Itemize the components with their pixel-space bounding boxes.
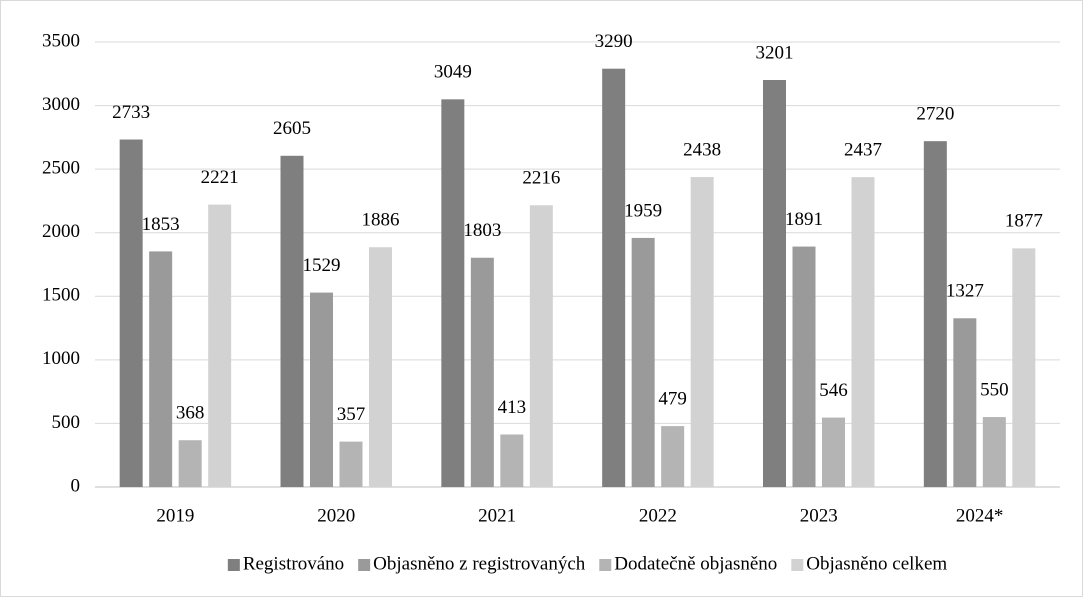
legend-label: Objasněno celkem [806,553,947,574]
y-tick-label: 2000 [42,221,80,242]
data-label: 2437 [844,140,882,161]
bar [953,318,977,487]
bar [149,251,173,487]
bar [690,177,714,488]
bar [631,237,655,487]
bar [661,426,685,487]
x-tick-label: 2020 [317,505,355,526]
bar [851,177,875,487]
bar [280,155,304,488]
bar [178,440,202,487]
data-label: 1327 [946,281,984,302]
legend-label: Registrováno [243,553,344,574]
data-label: 1959 [624,200,662,221]
y-tick-label: 3500 [42,30,80,51]
legend-swatch [358,559,371,571]
legend-swatch [227,559,240,571]
legend-label: Objasněno z registrovaných [373,553,586,574]
y-tick-label: 1500 [42,285,80,306]
data-label: 3201 [756,42,794,63]
bar [441,99,465,487]
bar [923,141,947,487]
y-tick-label: 2500 [42,158,80,179]
data-label: 2720 [916,104,954,125]
bar [792,246,816,487]
bar [310,292,333,487]
bar [119,139,143,488]
data-label: 1529 [303,255,341,276]
bar [369,247,392,487]
x-tick-label: 2021 [478,505,516,526]
bar [602,68,626,487]
y-tick-label: 0 [71,475,81,496]
bar [529,205,553,487]
x-tick-label: 2022 [639,505,677,526]
bar [500,434,524,487]
data-label: 2733 [112,102,150,123]
data-label: 2605 [273,118,311,139]
x-tick-label: 2019 [156,505,194,526]
data-label: 550 [980,379,1009,400]
y-tick-label: 1000 [42,348,80,369]
data-label: 1886 [362,210,400,231]
data-label: 479 [658,388,687,409]
legend-swatch [599,559,612,571]
x-tick-label: 2023 [800,505,838,526]
legend-label: Dodatečně objasněno [614,553,777,574]
y-tick-label: 3000 [42,94,80,115]
bar [470,257,494,487]
data-label: 2438 [683,139,721,160]
y-tick-label: 500 [52,412,81,433]
data-label: 413 [498,397,527,418]
bar [339,441,363,487]
data-label: 2216 [522,168,560,189]
bar [982,417,1006,487]
bar [1012,248,1036,487]
data-label: 1891 [785,209,823,230]
bar [822,417,845,487]
bar [763,80,786,487]
data-label: 546 [819,380,848,401]
data-label: 1803 [463,220,501,241]
data-label: 357 [337,404,366,425]
x-tick-label: 2024* [956,505,1004,526]
data-label: 3290 [595,31,633,52]
data-label: 3049 [434,62,472,83]
legend-swatch [791,559,804,571]
data-label: 1853 [142,214,180,235]
bar [208,204,232,487]
data-label: 368 [176,403,205,424]
data-label: 1877 [1005,211,1043,232]
data-label: 2221 [201,167,239,188]
